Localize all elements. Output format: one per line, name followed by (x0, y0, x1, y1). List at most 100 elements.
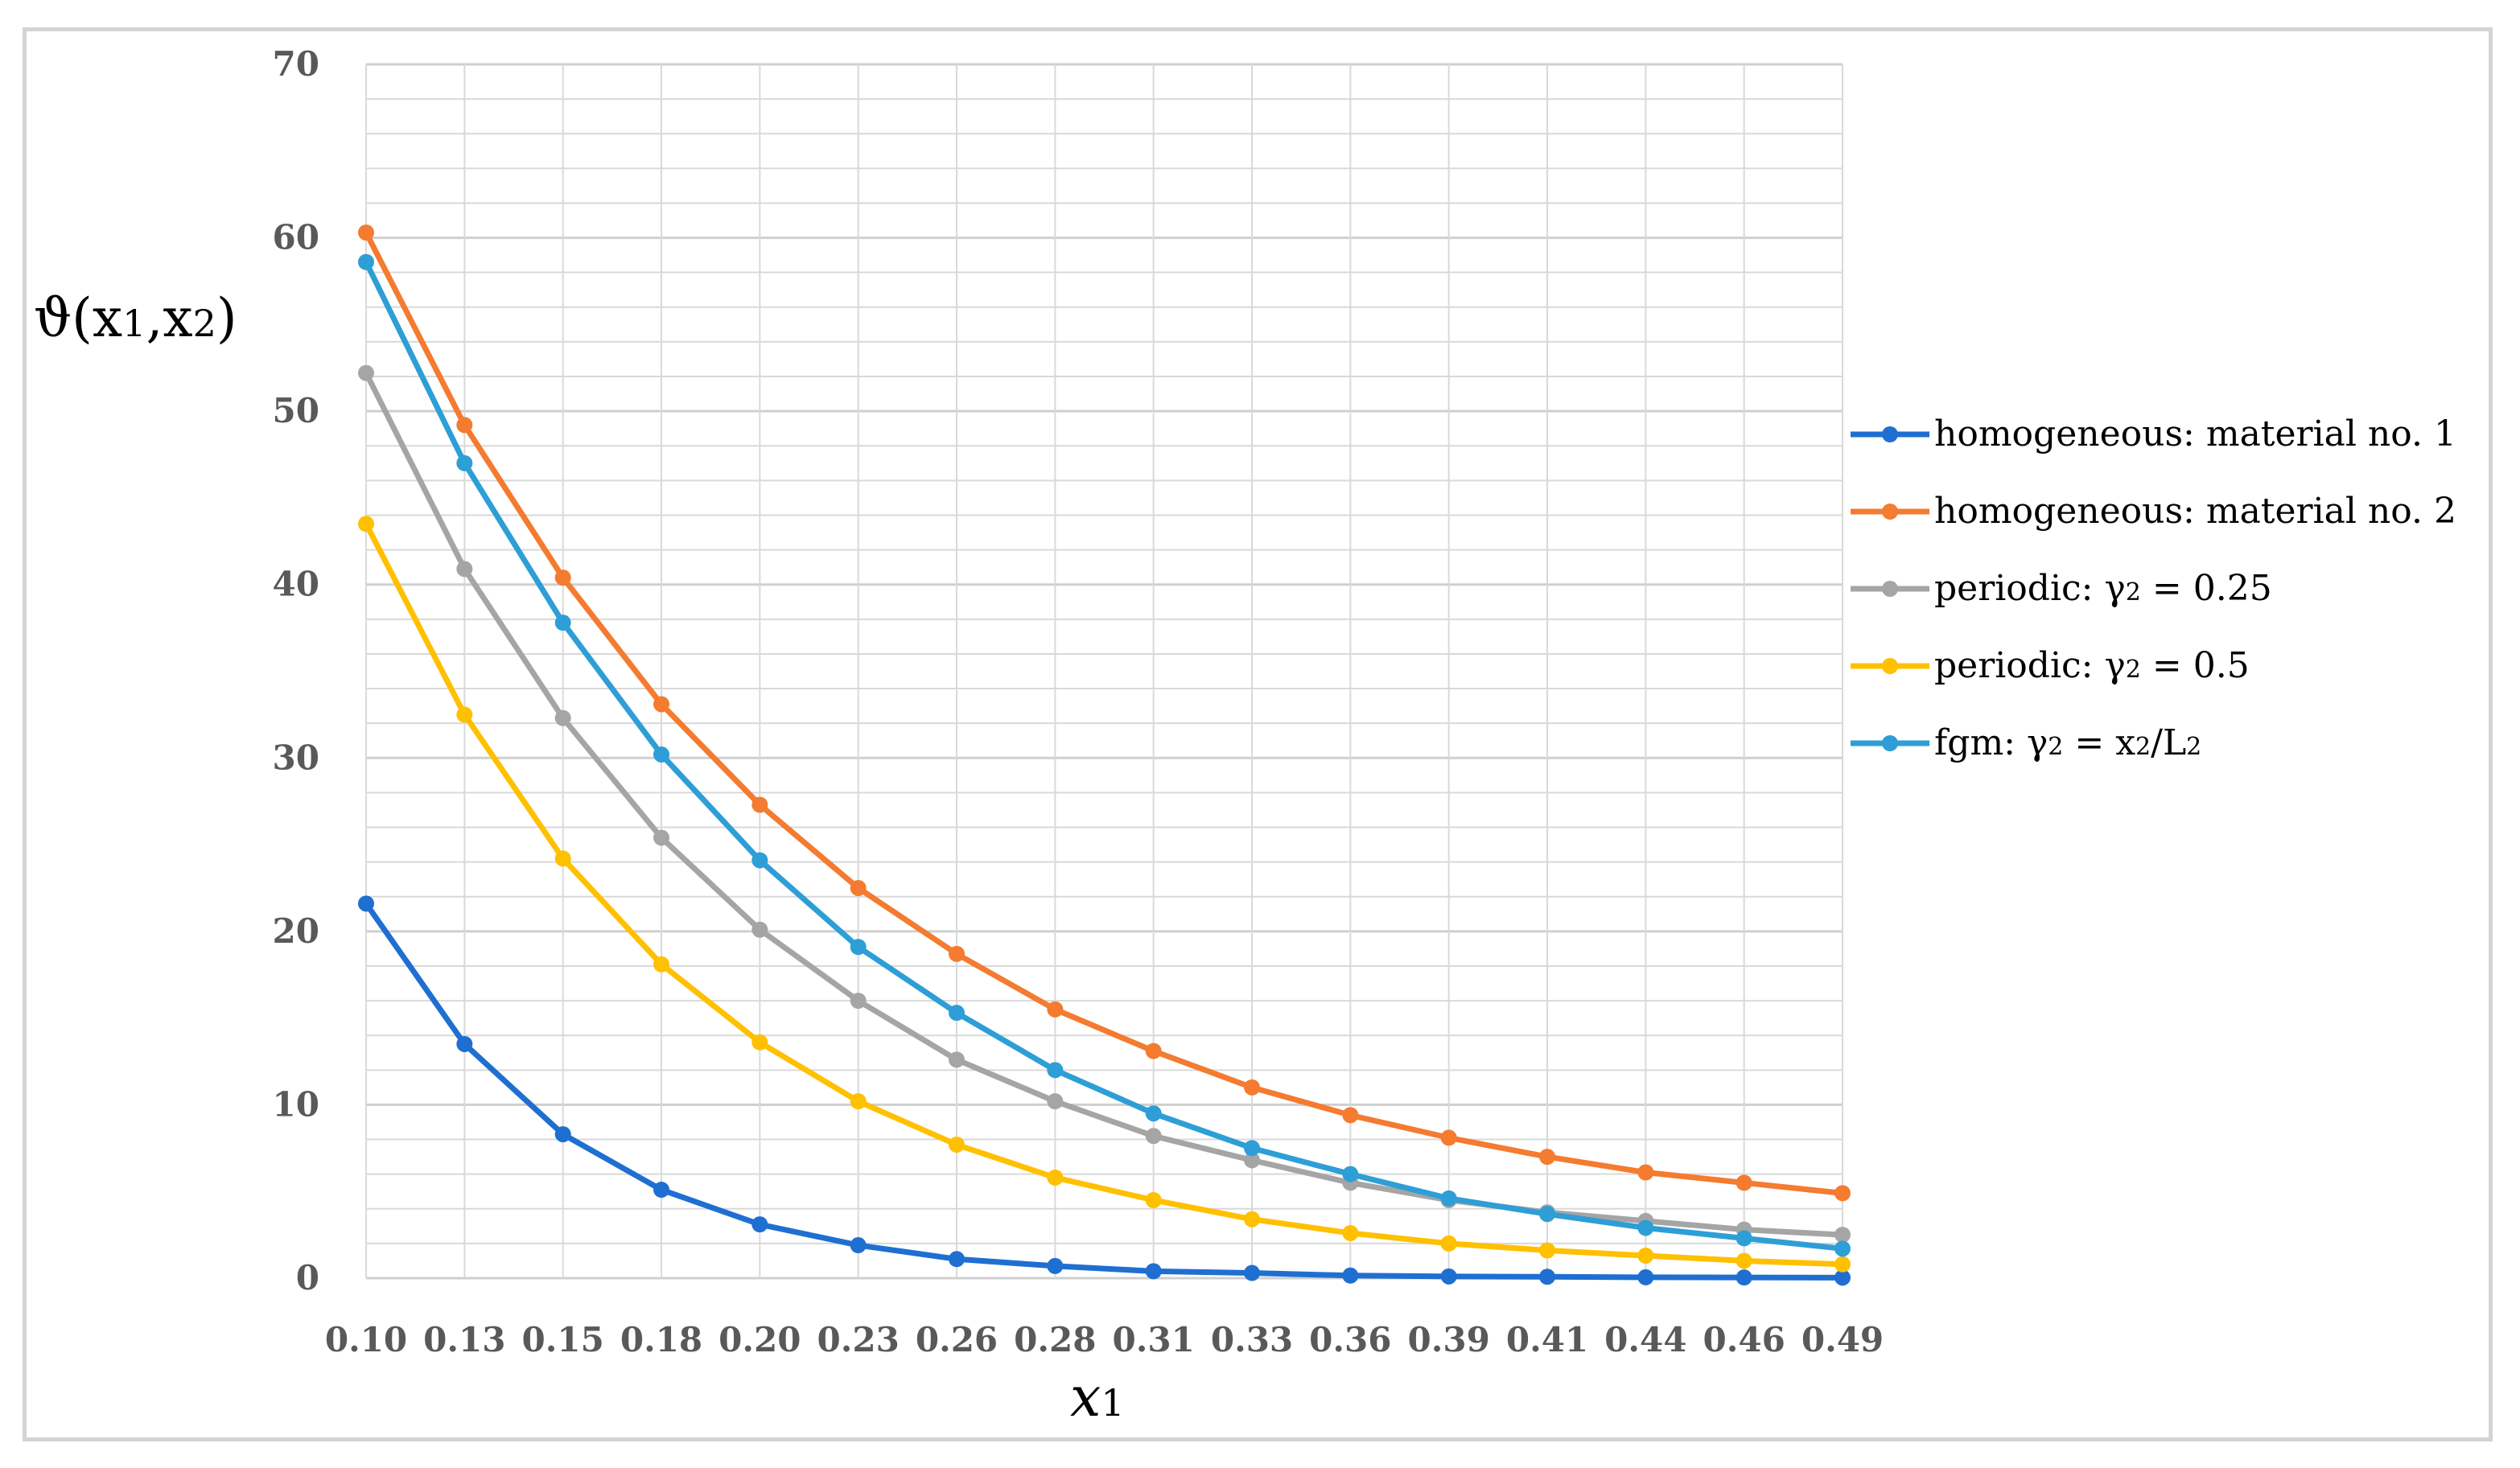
legend-item: fgm: γ2 = x2/L2 (1851, 722, 2201, 763)
data-point (850, 1237, 867, 1254)
data-point (554, 709, 571, 726)
data-point (1637, 1164, 1654, 1181)
legend-label: homogeneous: material no. 1 (1934, 413, 2456, 454)
x-tick-label: 0.10 (325, 1320, 407, 1359)
legend-item: homogeneous: material no. 1 (1851, 413, 2456, 454)
data-point (1047, 1093, 1064, 1110)
y-axis-label: ϑ(x1,x2) (34, 287, 237, 349)
data-point (1047, 1257, 1064, 1274)
x-tick-label: 0.33 (1211, 1320, 1293, 1359)
x-tick-label: 0.31 (1113, 1320, 1195, 1359)
data-point (1244, 1152, 1260, 1169)
x-tick-label: 0.18 (620, 1320, 702, 1359)
data-point (1736, 1174, 1752, 1191)
data-point (1244, 1140, 1260, 1157)
data-point (751, 921, 768, 938)
data-point (1539, 1269, 1555, 1285)
data-point (1145, 1042, 1162, 1059)
x-tick-label: 0.15 (522, 1320, 604, 1359)
data-point (1342, 1107, 1359, 1124)
data-point (554, 1126, 571, 1143)
data-point (358, 516, 374, 533)
data-point (1145, 1191, 1162, 1208)
x-tick-label: 0.28 (1014, 1320, 1096, 1359)
data-point (1244, 1264, 1260, 1281)
data-point (456, 417, 473, 434)
legend-swatch-marker (1882, 735, 1898, 751)
data-point (358, 895, 374, 912)
legend-swatch-marker (1882, 426, 1898, 442)
legend-swatch-marker (1882, 658, 1898, 674)
data-point (1637, 1219, 1654, 1236)
data-point (1047, 1062, 1064, 1079)
data-point (1834, 1227, 1851, 1244)
data-point (653, 1182, 669, 1199)
y-tick-label: 40 (273, 565, 319, 604)
x-tick-label: 0.13 (423, 1320, 505, 1359)
data-point (1539, 1206, 1555, 1223)
data-point (456, 1035, 473, 1052)
y-tick-label: 50 (273, 391, 319, 430)
y-tick-label: 20 (273, 911, 319, 951)
data-point (1834, 1269, 1851, 1286)
y-tick-labels: 0 10 20 30 40 50 60 70 (273, 44, 319, 1297)
x-tick-label: 0.44 (1604, 1320, 1686, 1359)
legend-item: periodic: γ2 = 0.5 (1851, 645, 2250, 686)
x-tick-label: 0.20 (719, 1320, 801, 1359)
data-point (1145, 1128, 1162, 1145)
x-tick-label: 0.26 (916, 1320, 998, 1359)
x-tick-label: 0.49 (1801, 1320, 1884, 1359)
series-line (363, 370, 1846, 1238)
data-point (554, 615, 571, 631)
data-point (751, 1034, 768, 1051)
data-point (1637, 1247, 1654, 1264)
series-line (363, 259, 1846, 1252)
legend-swatch-marker (1882, 504, 1898, 520)
data-point (1145, 1263, 1162, 1280)
data-point (1637, 1269, 1654, 1285)
data-point (653, 829, 669, 846)
y-tick-label: 0 (296, 1258, 319, 1297)
data-point (850, 1093, 867, 1110)
data-point (1440, 1235, 1457, 1252)
data-point (1736, 1252, 1752, 1269)
data-point (456, 561, 473, 578)
data-point (554, 570, 571, 586)
data-point (456, 706, 473, 723)
series-line (363, 900, 1846, 1281)
x-tick-labels: 0.10 0.13 0.15 0.18 0.20 0.23 0.26 0.28 0.31 0.33… (325, 1320, 1884, 1359)
legend-label: homogeneous: material no. 2 (1934, 491, 2456, 532)
data-point (1539, 1149, 1555, 1166)
data-point (751, 1216, 768, 1233)
series-2 (358, 224, 1851, 1202)
x-tick-label: 0.41 (1506, 1320, 1588, 1359)
data-point (949, 1137, 965, 1153)
data-point (1440, 1129, 1457, 1146)
series-5 (358, 253, 1851, 1257)
data-point (1834, 1256, 1851, 1273)
data-point (1047, 1169, 1064, 1186)
data-point (1342, 1166, 1359, 1182)
x-tick-label: 0.36 (1309, 1320, 1391, 1359)
data-point (1145, 1105, 1162, 1122)
data-point (653, 746, 669, 763)
data-point (1834, 1185, 1851, 1202)
y-tick-label: 60 (273, 218, 319, 257)
legend-label: periodic: γ2 = 0.5 (1934, 645, 2250, 686)
data-point (949, 1051, 965, 1068)
legend-item: periodic: γ2 = 0.25 (1851, 568, 2272, 609)
legend: homogeneous: material no. 1 homogeneous: … (1851, 413, 2456, 763)
series-lines (358, 224, 1851, 1286)
data-point (1244, 1211, 1260, 1227)
data-point (850, 993, 867, 1010)
y-tick-label: 30 (273, 738, 319, 777)
data-point (949, 1251, 965, 1268)
data-point (1342, 1224, 1359, 1241)
data-point (850, 879, 867, 896)
legend-label: fgm: γ2 = x2/L2 (1934, 722, 2201, 763)
data-point (1342, 1267, 1359, 1284)
x-tick-label: 0.46 (1703, 1320, 1785, 1359)
legend-swatch-marker (1882, 581, 1898, 597)
data-point (1440, 1190, 1457, 1207)
